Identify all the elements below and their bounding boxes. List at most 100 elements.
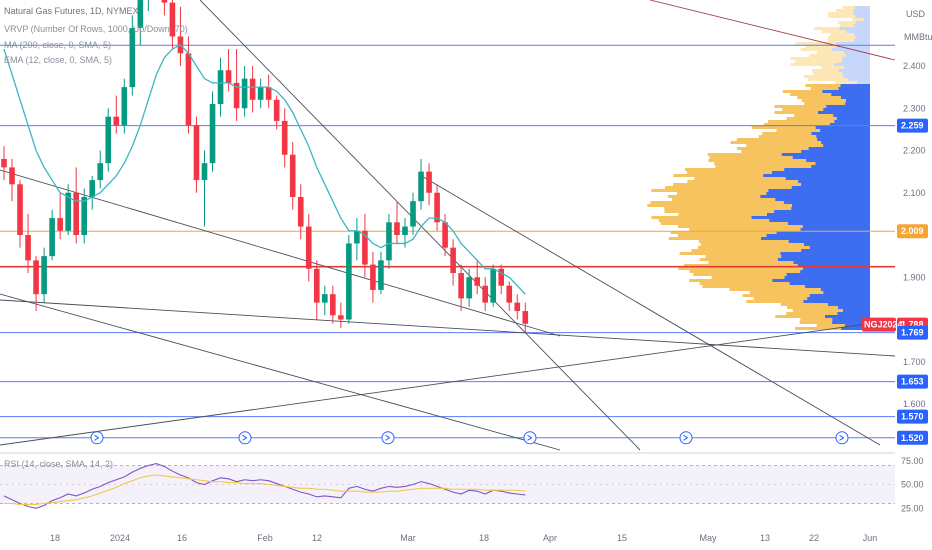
price-tag-box[interactable]	[897, 409, 928, 424]
candle-body[interactable]	[9, 167, 15, 185]
legend-rsi[interactable]: RSI (14, close, SMA, 14, 2)	[4, 459, 114, 469]
candle-body[interactable]	[330, 294, 336, 316]
legend-vrvp[interactable]: VRVP (Number Of Rows, 1000, Up/Down, 70)	[4, 24, 188, 34]
price-axis[interactable]: USD MMBtu 2.400 2.300 2.200 2.100 1.900 1.700…	[862, 9, 932, 445]
event-arrow-icon	[385, 434, 391, 441]
legend-title[interactable]: Natural Gas Futures, 1D, NYMEX	[4, 6, 139, 16]
volume-profile-down-bar	[824, 315, 870, 318]
candle-body[interactable]	[522, 311, 529, 324]
candle-body[interactable]	[346, 243, 352, 320]
candle-body[interactable]	[65, 192, 71, 231]
candle-body[interactable]	[402, 226, 408, 235]
event-marker-icon[interactable]	[381, 431, 395, 445]
candle-body[interactable]	[273, 99, 280, 121]
candle-body[interactable]	[57, 218, 63, 231]
candles[interactable]	[1, 0, 529, 333]
currency-label: USD	[906, 9, 926, 19]
price-tag-box[interactable]	[897, 325, 928, 340]
candle-body[interactable]	[241, 78, 248, 109]
candle-body[interactable]	[482, 285, 488, 303]
time-axis[interactable]: 18 2024 16 Feb 12 Mar 18 Apr 15 May 13 22 Jun	[50, 533, 877, 543]
candle-body[interactable]	[297, 196, 304, 227]
candle-body[interactable]	[498, 268, 505, 286]
candle-body[interactable]	[33, 260, 39, 295]
candle-body[interactable]	[506, 285, 513, 303]
candle-body[interactable]	[121, 87, 128, 126]
candle-body[interactable]	[17, 184, 23, 235]
candle-body[interactable]	[113, 116, 120, 126]
symbol-tag-box[interactable]	[862, 317, 896, 332]
candle-body[interactable]	[434, 192, 440, 223]
volume-profile-down-bar	[845, 102, 870, 105]
price-tag-box[interactable]	[897, 374, 928, 389]
candle-body[interactable]	[129, 27, 136, 88]
event-marker-icon[interactable]	[835, 431, 849, 445]
candle-body[interactable]	[257, 87, 264, 100]
candle-body[interactable]	[322, 294, 328, 303]
candle-body[interactable]	[514, 302, 521, 312]
time-tick-label: Apr	[543, 533, 557, 543]
candle-body[interactable]	[281, 120, 288, 155]
candle-body[interactable]	[217, 70, 224, 105]
candle-body[interactable]	[394, 222, 400, 235]
legend-ema[interactable]: EMA (12, close, 0, SMA, 5)	[4, 55, 113, 65]
candle-body[interactable]	[458, 273, 464, 299]
candle-body[interactable]	[89, 180, 96, 197]
candle-body[interactable]	[265, 87, 272, 100]
price-tag-box[interactable]	[897, 430, 928, 445]
candle-body[interactable]	[386, 222, 392, 261]
candle-body[interactable]	[442, 222, 448, 248]
volume-profile-up-bar	[827, 39, 855, 42]
candle-body[interactable]	[305, 226, 312, 269]
candle-body[interactable]	[41, 256, 47, 295]
candle-body[interactable]	[338, 315, 344, 320]
candle-body[interactable]	[426, 171, 432, 193]
candle-body[interactable]	[161, 0, 168, 3]
candle-body[interactable]	[225, 70, 232, 83]
candle-body[interactable]	[378, 260, 384, 290]
rsi-pane: 75.00 50.00 25.00	[0, 456, 924, 513]
price-tag-box[interactable]	[897, 224, 928, 239]
volume-profile-up-bar	[689, 279, 773, 282]
candle-body[interactable]	[466, 277, 472, 299]
event-markers[interactable]	[90, 431, 849, 445]
candle-body[interactable]	[418, 171, 424, 202]
candle-body[interactable]	[137, 0, 144, 28]
candle-body[interactable]	[362, 230, 368, 265]
volume-profile-up-bar	[797, 96, 841, 99]
candle-body[interactable]	[169, 2, 176, 37]
candle-body[interactable]	[1, 158, 7, 168]
candle-body[interactable]	[97, 163, 104, 181]
candle-body[interactable]	[490, 268, 497, 303]
candle-body[interactable]	[25, 235, 31, 261]
volume-profile-up-bar	[677, 225, 803, 228]
candle-body[interactable]	[450, 247, 456, 274]
candle-body[interactable]	[474, 277, 480, 286]
candle-body[interactable]	[201, 163, 208, 181]
legend-ma[interactable]: MA (200, close, 0, SMA, 5)	[4, 40, 112, 50]
candle-body[interactable]	[233, 82, 240, 109]
volume-profile-up-bar	[697, 246, 810, 249]
candle-body[interactable]	[185, 53, 192, 126]
event-marker-icon[interactable]	[679, 431, 693, 445]
candle-body[interactable]	[410, 201, 416, 227]
candle-body[interactable]	[209, 104, 216, 164]
candle-body[interactable]	[289, 154, 296, 197]
candle-body[interactable]	[49, 218, 55, 257]
event-marker-icon[interactable]	[523, 431, 537, 445]
volume-profile-up-bar	[678, 267, 803, 270]
candle-body[interactable]	[105, 116, 112, 164]
candle-body[interactable]	[354, 230, 360, 244]
event-marker-icon[interactable]	[238, 431, 252, 445]
candle-body[interactable]	[370, 264, 376, 290]
volume-profile-down-bar	[780, 252, 870, 255]
candle-body[interactable]	[81, 196, 87, 235]
candle-body[interactable]	[249, 78, 256, 100]
candle-body[interactable]	[73, 192, 79, 235]
volume-profile-up-bar	[676, 192, 767, 195]
price-tag-box[interactable]	[897, 118, 928, 133]
candle-body[interactable]	[313, 268, 320, 303]
event-marker-icon[interactable]	[90, 431, 104, 445]
candle-body[interactable]	[193, 125, 200, 181]
